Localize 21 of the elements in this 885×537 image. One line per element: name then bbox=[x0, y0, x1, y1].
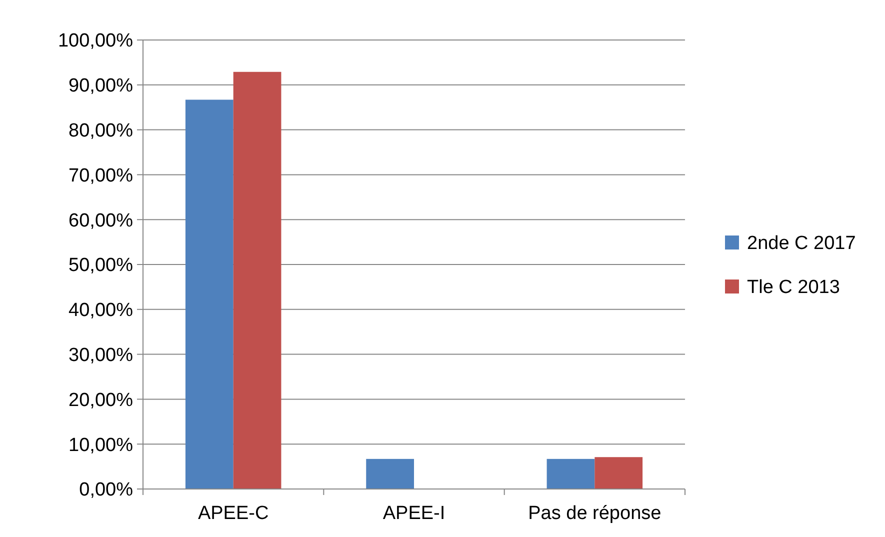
y-tick-label: 30,00% bbox=[68, 344, 134, 366]
bar bbox=[366, 458, 414, 489]
y-tick-label: 70,00% bbox=[68, 165, 134, 186]
bar bbox=[594, 457, 643, 489]
y-tick-label: 80,00% bbox=[68, 120, 134, 142]
legend-label: Tle C 2013 bbox=[747, 277, 840, 298]
y-tick-label: 10,00% bbox=[68, 434, 134, 456]
y-tick-label: 40,00% bbox=[68, 300, 134, 322]
x-tick-label: APEE-C bbox=[198, 503, 269, 524]
y-tick-label: 20,00% bbox=[68, 390, 134, 411]
legend-label: 2nde C 2017 bbox=[747, 233, 856, 254]
x-tick-label: APEE-I bbox=[382, 503, 446, 524]
y-tick-label: 50,00% bbox=[68, 255, 134, 276]
y-tick-label: 0,00% bbox=[79, 480, 134, 501]
y-tick-label: 90,00% bbox=[68, 76, 134, 97]
x-tick-label: Pas de réponse bbox=[528, 503, 662, 524]
bar bbox=[185, 100, 234, 489]
y-tick-label: 60,00% bbox=[68, 210, 134, 232]
bar bbox=[233, 72, 282, 489]
bar bbox=[546, 458, 595, 489]
y-tick-label: 100,00% bbox=[58, 30, 134, 52]
